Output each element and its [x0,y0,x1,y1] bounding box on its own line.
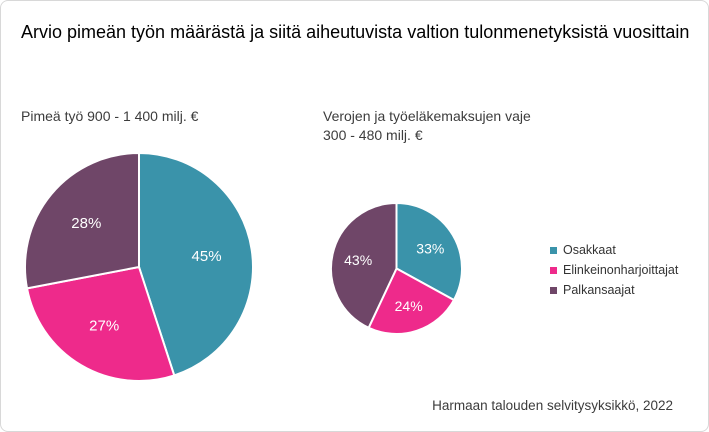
pie-chart-tax-deficit: 33% 24% 43% [329,201,464,336]
source-attribution: Harmaan talouden selvitysyksikkö, 2022 [432,398,673,413]
chart-title: Arvio pimeän työn määrästä ja siitä aihe… [21,22,690,42]
pie-chart-dark-work-amount: 45% 27% 28% [23,151,255,383]
pie-slice-label: 28% [71,215,101,232]
pie-slice-palkansaajat [24,152,140,290]
legend-label: Palkansaajat [563,283,635,297]
legend: Osakkaat Elinkeinonharjoittajat Palkansa… [550,240,678,300]
legend-label: Elinkeinonharjoittajat [563,263,679,277]
right-pie-subtitle: Verojen ja työeläkemaksujen vaje 300 - 4… [323,107,563,145]
pie-slice-label: 43% [344,252,372,268]
legend-swatch-teal-icon [550,246,557,254]
left-pie-subtitle: Pimeä työ 900 - 1 400 milj. € [21,108,199,124]
pie-slice-label: 27% [89,317,119,334]
legend-label: Osakkaat [563,243,616,257]
legend-item-elinkeinonharjoittajat: Elinkeinonharjoittajat [550,260,678,280]
pie-slice-elinkeinonharjoittajat [26,266,176,382]
right-pie-subtitle-line1: Verojen ja työeläkemaksujen vaje [323,108,531,124]
legend-item-palkansaajat: Palkansaajat [550,280,678,300]
pie-slice-palkansaajat [330,202,398,329]
right-pie-subtitle-line2: 300 - 480 milj. € [323,127,423,143]
pie-slice-label: 24% [395,298,423,314]
pie-slice-osakkaat [395,202,463,302]
pie-slice-elinkeinonharjoittajat [367,267,455,335]
pie-slice-osakkaat [138,152,254,377]
legend-swatch-magenta-icon [550,266,557,274]
pie-slice-label: 45% [192,248,222,265]
legend-swatch-plum-icon [550,286,557,294]
legend-item-osakkaat: Osakkaat [550,240,678,260]
pie-slice-label: 33% [416,240,444,256]
